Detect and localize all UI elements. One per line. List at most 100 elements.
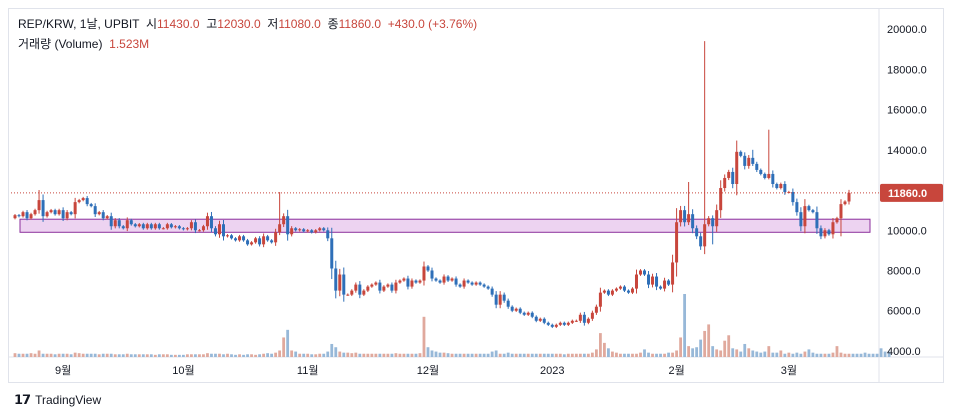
candle-body (386, 284, 390, 287)
candle-body (125, 220, 129, 229)
volume-bar (254, 354, 257, 357)
candle-body (73, 202, 77, 215)
volume-bar (69, 354, 73, 357)
volume-bar (482, 353, 486, 357)
candle-body (502, 294, 506, 301)
symbol-label: REP/KRW, 1날, UPBIT (18, 17, 140, 31)
candle-body (53, 210, 57, 215)
candle-body (354, 284, 358, 291)
volume-bar (378, 353, 382, 357)
candle-body (847, 192, 851, 202)
candle-body (93, 206, 97, 215)
volume-bar (438, 352, 442, 357)
volume-bar (358, 353, 362, 357)
volume-bar (202, 354, 205, 357)
volume-bar (173, 354, 177, 357)
candle-body (33, 210, 37, 215)
candle-body (791, 192, 795, 203)
volume-bar (210, 353, 213, 357)
volume-bar (370, 353, 374, 357)
volume-bar (599, 333, 602, 357)
volume-bar (711, 346, 715, 357)
candle-body (518, 308, 522, 313)
volume-bar (574, 353, 578, 357)
volume-bar (81, 353, 85, 357)
candle-body (217, 224, 221, 235)
volume-bar (326, 351, 330, 357)
candle-body (101, 212, 105, 219)
volume-bar (823, 353, 827, 357)
candle-body (602, 290, 606, 293)
volume-bar (627, 353, 630, 357)
candle-body (831, 222, 835, 235)
volume-bar (526, 353, 530, 357)
candle-body (823, 230, 827, 237)
candle-body (157, 224, 161, 229)
candle-body (410, 280, 414, 287)
volume-bar (290, 350, 294, 357)
brand-label[interactable]: TradingView (35, 393, 102, 407)
candle-body (450, 278, 454, 281)
candle-body (45, 212, 49, 217)
candle-body (755, 163, 759, 170)
tradingview-logo-icon[interactable]: 𝟭𝟳 (14, 392, 31, 407)
candle-body (338, 274, 342, 291)
candle-body (41, 200, 45, 217)
volume-bar (354, 352, 358, 357)
volume-bar (45, 353, 49, 357)
candle-body (390, 284, 394, 291)
candle-body (570, 320, 574, 323)
candle-body (274, 232, 278, 243)
candle-body (590, 312, 594, 319)
candle-body (422, 266, 426, 281)
volume-bar (218, 353, 221, 357)
volume-bar (222, 354, 225, 357)
candle-body (482, 284, 486, 287)
candle-body (430, 270, 434, 279)
volume-bar (586, 353, 590, 357)
volume-bar (410, 353, 414, 357)
candle-body (149, 224, 153, 229)
volume-bar (887, 351, 891, 357)
candle-body (707, 218, 711, 225)
volume-bar (250, 354, 253, 357)
volume-bar (811, 352, 815, 357)
volume-bar (129, 354, 133, 357)
open-label: 시 (145, 17, 158, 31)
volume-bar (759, 352, 763, 357)
candle-body (458, 284, 462, 287)
volume-bar (615, 352, 618, 357)
volume-bar (779, 350, 783, 357)
candle-body (342, 274, 346, 295)
candle-body (262, 236, 266, 245)
candle-body (153, 224, 157, 229)
volume-bar (795, 352, 799, 357)
candle-body (161, 228, 165, 230)
candle-body (550, 324, 554, 327)
candle-body (630, 288, 634, 293)
candle-body (703, 224, 707, 247)
candle-body (121, 226, 125, 229)
volume-bar (334, 347, 338, 357)
candle-body (234, 238, 238, 241)
candlestick-chart[interactable]: 20000.018000.016000.014000.012000.010000… (9, 9, 943, 382)
volume-bar (125, 353, 129, 357)
candle-body (318, 228, 322, 231)
candle-body (370, 284, 374, 287)
volume-bar (679, 337, 682, 357)
candle-body (671, 262, 675, 285)
volume-bar (414, 353, 418, 357)
candle-body (169, 224, 173, 228)
volume-bar (855, 353, 859, 357)
candle-body (193, 222, 197, 231)
candle-body (406, 278, 410, 287)
candle-body (109, 216, 113, 227)
volume-bar (594, 349, 598, 357)
volume-bar (434, 351, 438, 357)
volume-bar (382, 353, 386, 357)
volume-bar (238, 354, 241, 357)
volume-bar (715, 349, 719, 357)
time-tick-label: 3월 (781, 364, 797, 377)
candle-body (651, 276, 655, 285)
candle-body (679, 210, 683, 223)
